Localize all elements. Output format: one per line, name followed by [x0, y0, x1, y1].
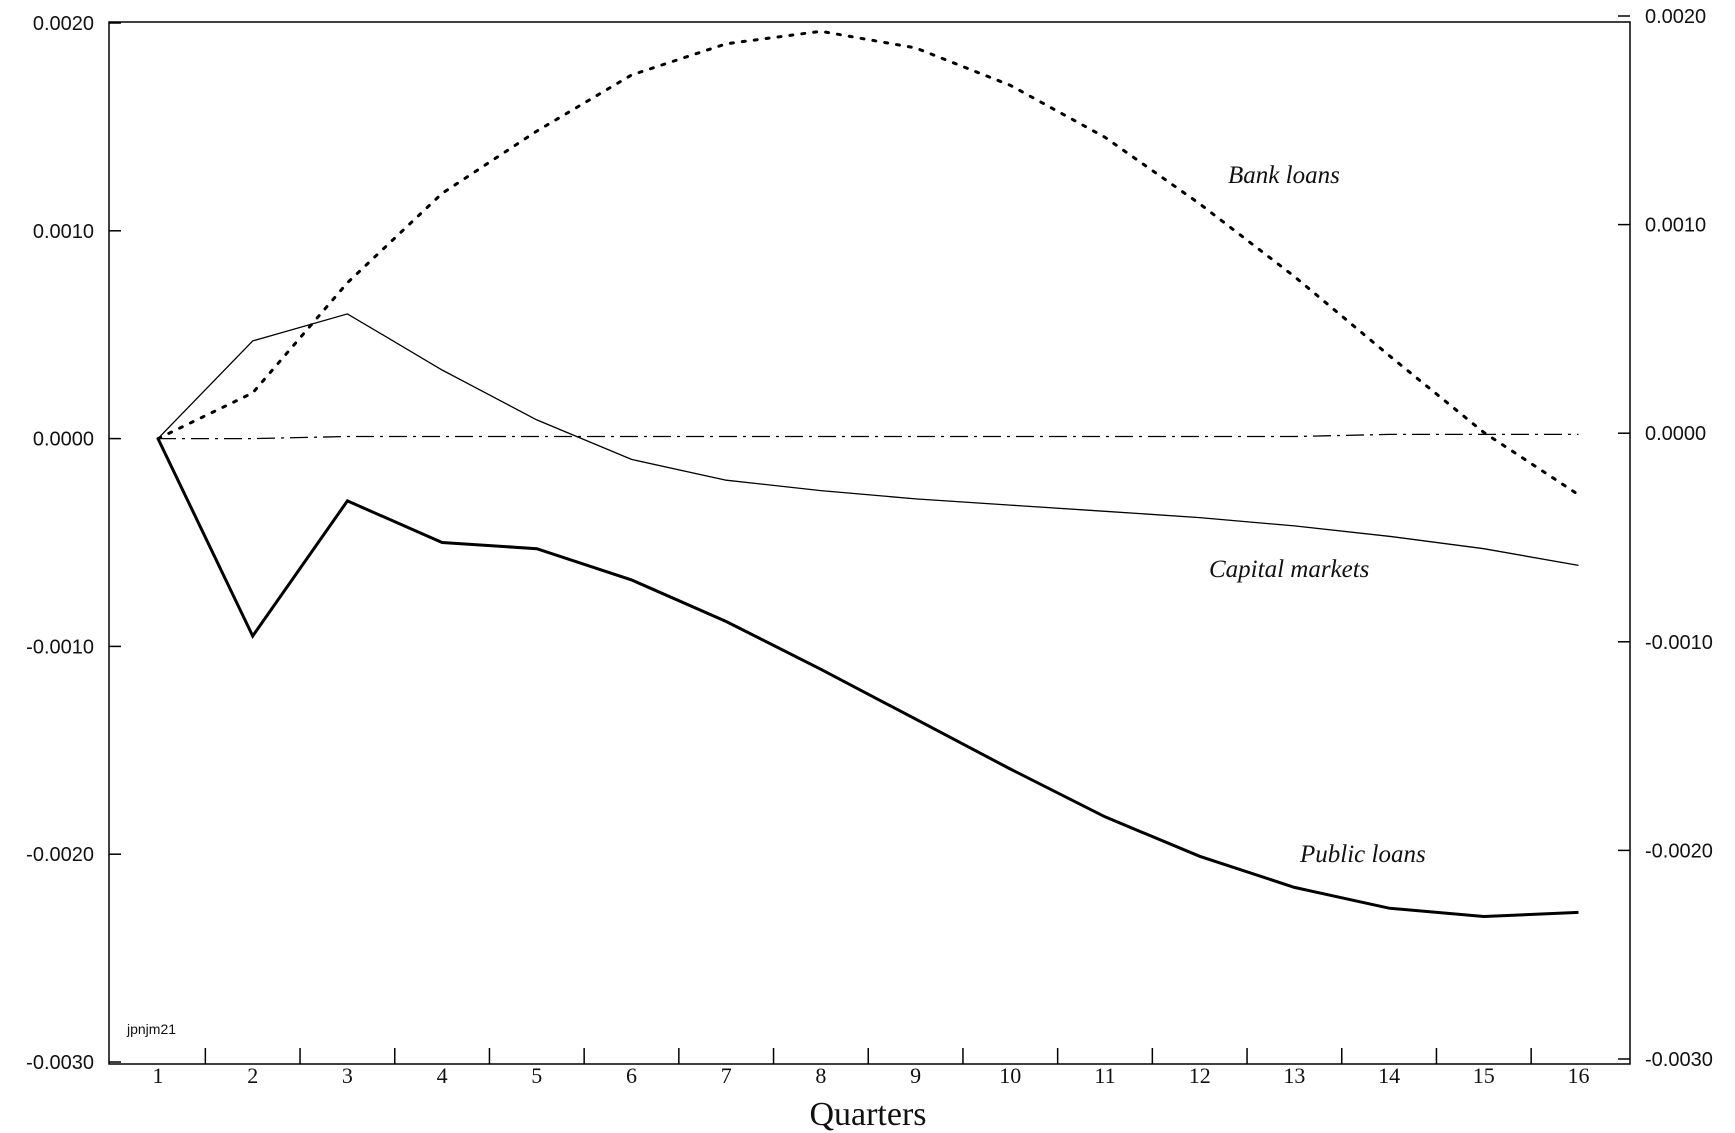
- bank-loans-line: [156, 29, 1580, 497]
- right-y-tick-label: -0.0020: [1645, 840, 1713, 862]
- x-tick-label: 4: [437, 1063, 448, 1088]
- right-y-tick-label: 0.0020: [1645, 6, 1706, 28]
- data-point: [1293, 276, 1295, 278]
- x-tick-label: 7: [721, 1063, 732, 1088]
- x-tick-label: 10: [999, 1063, 1021, 1088]
- x-tick-label: 5: [531, 1063, 542, 1088]
- right-y-axis: 0.0020 0.0010 0.0000 -0.0010 -0.0020 -0.0030: [1618, 6, 1713, 1071]
- data-point: [725, 43, 727, 45]
- left-y-tick-label: 0.0010: [33, 221, 94, 243]
- watermark-text: jpnjm21: [126, 1021, 176, 1037]
- data-point: [1578, 494, 1580, 496]
- x-tick-label: 8: [815, 1063, 826, 1088]
- x-tick-label: 1: [153, 1063, 164, 1088]
- x-tick-label: 15: [1473, 1063, 1495, 1088]
- left-y-tick-label: 0.0020: [33, 13, 94, 35]
- right-y-tick-label: 0.0010: [1645, 215, 1706, 237]
- x-tick-label: 9: [910, 1063, 921, 1088]
- plot-frame: [108, 21, 1631, 1065]
- capital-markets-line: [157, 313, 1579, 567]
- data-point: [441, 436, 443, 438]
- right-y-tick-label: 0.0000: [1645, 423, 1706, 445]
- public-loans-line: [156, 437, 1579, 919]
- left-y-tick-label: -0.0020: [26, 844, 94, 866]
- data-point: [915, 436, 917, 438]
- data-point: [441, 192, 443, 194]
- left-y-tick-label: -0.0010: [26, 636, 94, 658]
- x-tick-label: 16: [1568, 1063, 1590, 1088]
- x-tick-label: 12: [1189, 1063, 1211, 1088]
- x-tick-label: 14: [1378, 1063, 1400, 1088]
- left-y-tick-label: 0.0000: [33, 429, 94, 451]
- x-tick-label: 13: [1283, 1063, 1305, 1088]
- left-y-tick-label: -0.0030: [26, 1052, 94, 1074]
- x-tick-label: 3: [342, 1063, 353, 1088]
- public-loans-label: Public loans: [1299, 841, 1426, 868]
- capital-markets-label: Capital markets: [1209, 556, 1369, 583]
- data-point: [252, 392, 254, 394]
- data-point: [820, 30, 822, 32]
- series-lines: [156, 29, 1580, 919]
- x-axis-label: Quarters: [809, 1096, 926, 1133]
- data-point: [915, 47, 917, 49]
- right-y-tick-label: -0.0010: [1645, 632, 1713, 654]
- x-tick-label: 11: [1094, 1063, 1115, 1088]
- right-y-tick-label: -0.0030: [1645, 1049, 1713, 1071]
- data-point: [252, 438, 254, 440]
- zero-reference-line: [158, 433, 1579, 440]
- x-tick-label: 2: [247, 1063, 258, 1088]
- bank-loans-label: Bank loans: [1228, 162, 1340, 189]
- x-tick-label: 6: [626, 1063, 637, 1088]
- data-point: [1199, 203, 1201, 205]
- left-y-axis: 0.0020 0.0010 0.0000 -0.0010 -0.0020 -0.0030: [26, 13, 121, 1074]
- data-point: [1104, 436, 1106, 438]
- data-point: [1199, 436, 1201, 438]
- x-axis: 1 2 3 4 5 6 7 8 9 10 11 12 13 14 15 16: [153, 1048, 1590, 1088]
